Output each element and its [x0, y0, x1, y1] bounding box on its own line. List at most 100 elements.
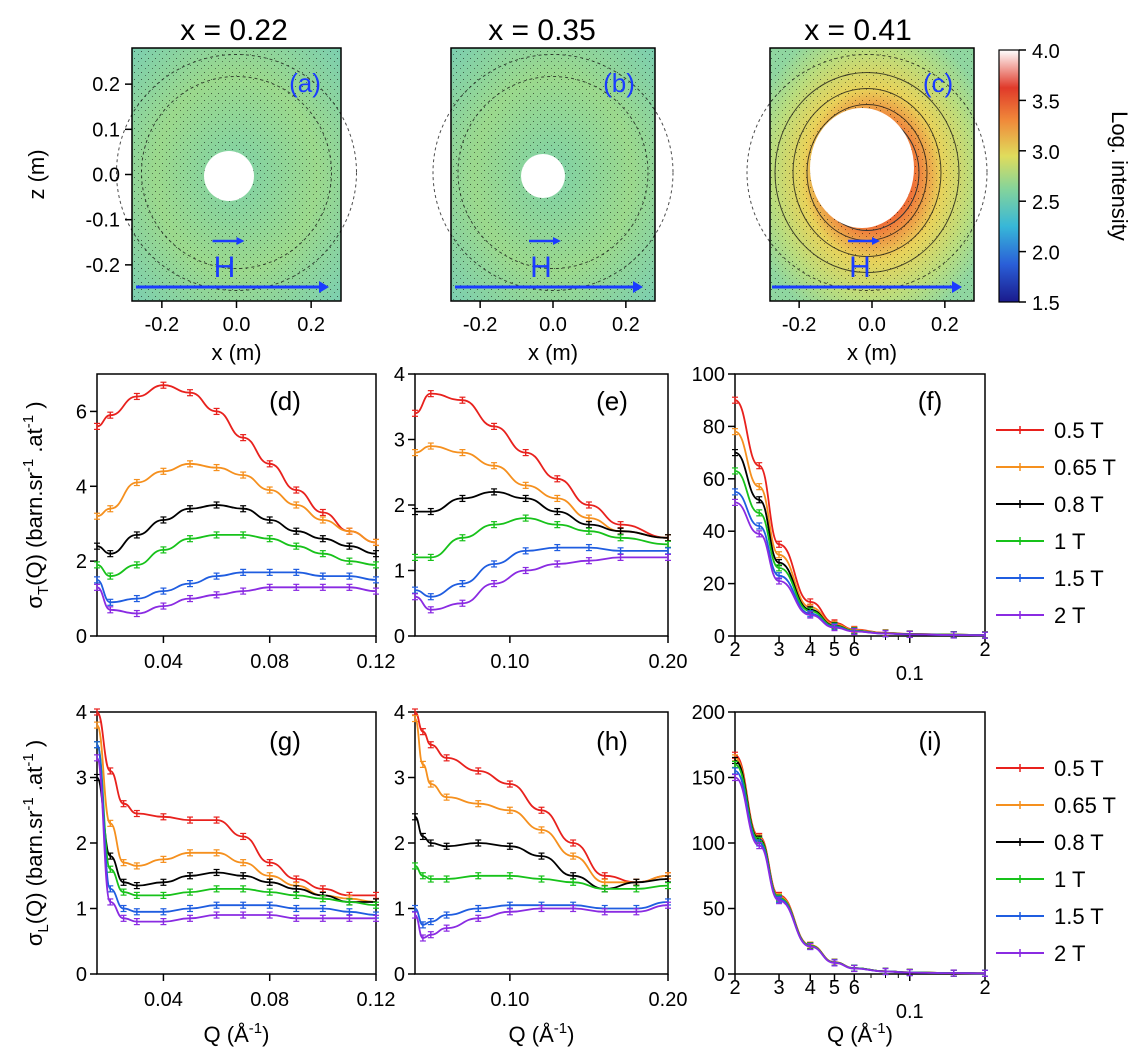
x-axis-label: x (m) — [211, 340, 261, 365]
beamstop-hole — [810, 108, 914, 228]
legend-top: 0.5 T 0.65 T 0.8 T 1 T 1.5 T 2 T — [996, 418, 1116, 628]
y-tick-label: 1 — [394, 561, 405, 583]
colorbar-tick-label: 1.5 — [1032, 293, 1060, 315]
plot-frame — [734, 711, 986, 975]
y-tick-label: 3 — [394, 768, 405, 790]
map-title: x = 0.35 — [488, 14, 596, 47]
colorbar-tick-label: 2.5 — [1032, 192, 1060, 214]
series-line — [734, 776, 986, 975]
x-tick-label: 0.0 — [858, 314, 886, 336]
colorbar-scale — [998, 49, 1020, 303]
y-tick-label: 50 — [703, 899, 725, 921]
x-tick-label: 0.10 — [490, 651, 529, 673]
y-tick-label: 0 — [394, 964, 405, 986]
y-tick-label: 6 — [76, 401, 87, 423]
y-tick-label: 4 — [76, 476, 87, 498]
y-tick-label: 150 — [692, 768, 725, 790]
T: σT(Q) (barn.sr-1 .at-1 ) — [20, 401, 52, 608]
y-tick-label: 200 — [692, 702, 725, 724]
x-tick-label: 0.0 — [223, 314, 251, 336]
L: σL(Q) (barn.sr-1 .at-1 ) — [20, 740, 52, 946]
x-tick-label: 0.08 — [250, 651, 289, 673]
colorbar-label: Log. intensity — [1107, 111, 1132, 241]
q: Q (Å-1) — [509, 1020, 575, 1047]
panel-label: (e) — [596, 386, 628, 416]
y-tick-label: -0.2 — [86, 255, 120, 277]
x-tick-label: 2 — [979, 977, 990, 999]
field-arrowhead — [633, 281, 643, 293]
legend-label: 0.65 T — [1054, 455, 1116, 480]
y-tick-label: 4 — [394, 702, 405, 724]
x-tick-label: 0.1 — [896, 663, 924, 685]
x-tick-label: 6 — [849, 639, 860, 661]
y-tick-label: 2 — [394, 833, 405, 855]
panel-label: (g) — [269, 726, 301, 756]
plot-frame — [414, 711, 669, 975]
field-vector-head — [236, 237, 245, 245]
y-tick-label: 40 — [703, 521, 725, 543]
y-tick-label: 2 — [76, 833, 87, 855]
plot-frame — [96, 373, 377, 637]
panel-label: (i) — [918, 726, 941, 756]
x-tick-label: 0.12 — [357, 989, 396, 1011]
y-tick-label: 3 — [76, 768, 87, 790]
plot-frame — [734, 373, 986, 637]
legend-label: 2 T — [1054, 941, 1085, 966]
x-tick-label: 2 — [729, 639, 740, 661]
legend-label: 0.5 T — [1054, 418, 1104, 443]
field-arrowhead — [319, 281, 329, 293]
y-tick-label: 80 — [703, 416, 725, 438]
panel-label: (d) — [269, 386, 301, 416]
x-tick-label: 2 — [979, 639, 990, 661]
y-tick-label: 1 — [76, 899, 87, 921]
x-tick-label: -0.2 — [463, 314, 497, 336]
series-line — [96, 571, 377, 604]
panel-label: (b) — [603, 68, 635, 98]
x-tick-label: 2 — [729, 977, 740, 999]
y-tick-label: 4 — [76, 702, 87, 724]
series-line — [96, 533, 377, 578]
series-line — [96, 384, 377, 544]
map-title: x = 0.22 — [180, 14, 288, 47]
y-tick-label: 4 — [394, 364, 405, 386]
x-tick-label: 3 — [773, 639, 784, 661]
x-tick-label: 0.04 — [144, 651, 183, 673]
field-label: H — [214, 251, 236, 284]
legend-label: 0.8 T — [1054, 830, 1104, 855]
legend-label: 2 T — [1054, 603, 1085, 628]
y-tick-label: 20 — [703, 574, 725, 596]
map-panel-1: x = 0.35 H (b) -0.2 0.0 0.2 x (m) — [432, 14, 674, 365]
x-tick-label: 5 — [829, 639, 840, 661]
x-tick-label: 3 — [773, 977, 784, 999]
contour-line — [141, 76, 332, 269]
colorbar-tick-label: 3.0 — [1032, 142, 1060, 164]
field-label: H — [849, 251, 871, 284]
y-tick-label: 0 — [76, 964, 87, 986]
series-line — [96, 504, 377, 555]
x-tick-label: 6 — [849, 977, 860, 999]
field-vector-head — [553, 237, 561, 245]
x-axis-label: x (m) — [847, 340, 897, 365]
plot-e: 0 1 2 3 4 0.10 0.20 (e) — [394, 364, 688, 673]
x-tick-label: 0.08 — [250, 989, 289, 1011]
contour-line — [432, 54, 674, 291]
contour-line — [746, 54, 988, 291]
contour-line — [792, 88, 942, 257]
x-tick-label: 0.12 — [357, 651, 396, 673]
colorbar: 4.0 3.5 3.0 2.5 2.0 1.5 Log. intensity — [998, 41, 1132, 315]
map-title: x = 0.41 — [804, 14, 912, 47]
y-axis-label: z (m) — [24, 149, 49, 199]
y-tick-label: 1 — [394, 899, 405, 921]
x-tick-label: 0.2 — [297, 314, 325, 336]
y-tick-label: 100 — [692, 364, 725, 386]
q: Q (Å-1) — [204, 1020, 270, 1047]
x-tick-label: 0.2 — [612, 314, 640, 336]
panel-label: (a) — [289, 68, 321, 98]
contour-line — [457, 76, 649, 269]
series-line — [734, 501, 986, 637]
colorbar-tick-label: 3.5 — [1032, 91, 1060, 113]
x-tick-label: -0.2 — [782, 314, 816, 336]
x-tick-label: -0.2 — [145, 314, 179, 336]
legend-label: 0.8 T — [1054, 492, 1104, 517]
